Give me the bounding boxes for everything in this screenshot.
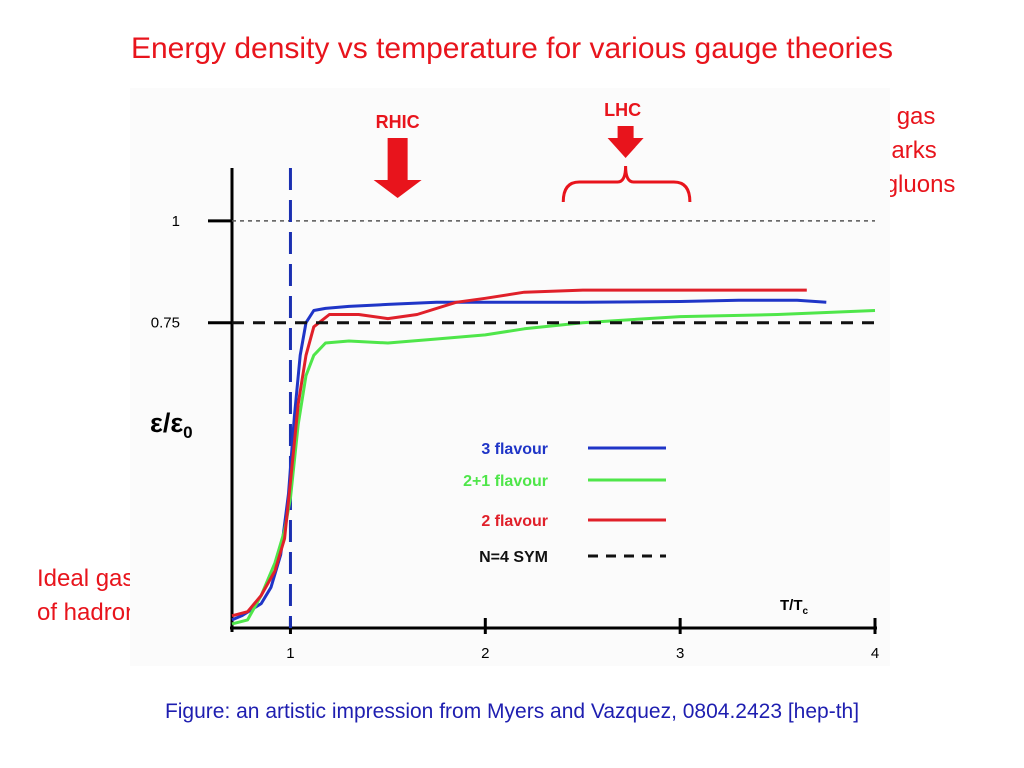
legend-label: N=4 SYM	[479, 549, 548, 566]
plot-background	[130, 88, 890, 666]
lhc-arrow-icon	[607, 126, 644, 158]
lhc-label: LHC	[604, 100, 641, 120]
rhic-arrow-icon	[373, 138, 422, 198]
slide-title: Energy density vs temperature for variou…	[130, 32, 894, 65]
y-axis-label: ε/ε0	[150, 408, 193, 442]
x-tick-label: 3	[676, 645, 684, 662]
x-tick-label: 1	[286, 645, 294, 662]
y-tick-label: 0.75	[151, 315, 180, 332]
lhc-brace-icon	[561, 165, 692, 203]
y-tick-label: 1	[172, 213, 180, 230]
series-line-2-1-flavour	[231, 309, 876, 626]
figure-caption: Figure: an artistic impression from Myer…	[164, 700, 860, 723]
note-hadrons-line: Ideal gas	[37, 565, 135, 592]
x-tick-label: 4	[871, 645, 879, 662]
series-line-3-flavour	[231, 298, 827, 622]
legend-label: 3 flavour	[481, 441, 548, 458]
series-line-2-flavour	[231, 288, 807, 618]
rhic-label: RHIC	[376, 112, 420, 132]
legend-label: 2 flavour	[481, 513, 548, 530]
x-axis-label: T/Tc	[780, 597, 809, 617]
legend-label: 2+1 flavour	[463, 473, 548, 490]
x-tick-label: 2	[481, 645, 489, 662]
